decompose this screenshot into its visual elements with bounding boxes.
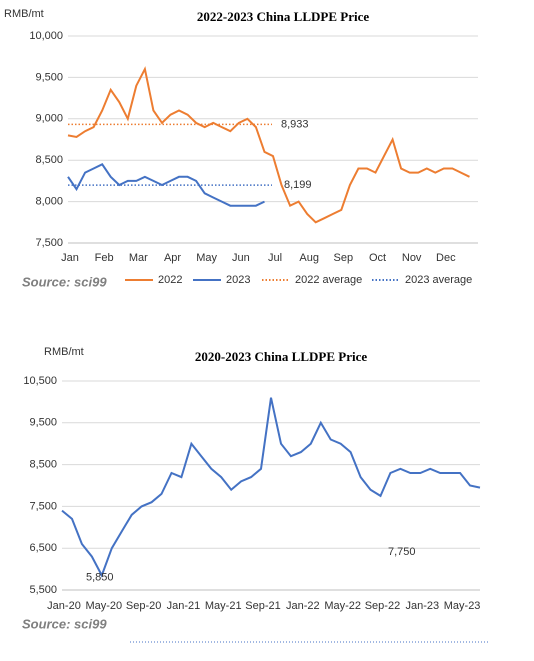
x-tick-label: Jan-22 bbox=[286, 600, 320, 612]
y-tick-label: 10,000 bbox=[29, 30, 63, 42]
x-tick-label: Aug bbox=[299, 252, 319, 264]
y-axis-unit: RMB/mt bbox=[44, 346, 84, 358]
x-tick-label: Feb bbox=[95, 252, 114, 264]
y-tick-label: 9,500 bbox=[35, 71, 63, 83]
y-tick-label: 9,500 bbox=[29, 417, 57, 429]
x-tick-label: Dec bbox=[436, 252, 456, 264]
x-tick-label: Sep bbox=[334, 252, 354, 264]
chart-title: 2022-2023 China LLDPE Price bbox=[197, 9, 369, 24]
average-label: 8,199 bbox=[284, 179, 312, 191]
x-tick-label: Nov bbox=[402, 252, 422, 264]
y-tick-label: 6,500 bbox=[29, 542, 57, 554]
source: Source: sci99 bbox=[22, 274, 107, 289]
y-tick-label: 5,500 bbox=[29, 584, 57, 596]
legend-label: 2023 bbox=[226, 274, 250, 286]
chart-title: 2020-2023 China LLDPE Price bbox=[195, 349, 367, 364]
y-tick-label: 9,000 bbox=[35, 113, 63, 125]
x-tick-label: May-22 bbox=[324, 600, 361, 612]
source: Source: sci99 bbox=[22, 616, 107, 631]
x-tick-label: Mar bbox=[129, 252, 148, 264]
x-tick-label: Jan-23 bbox=[405, 600, 439, 612]
y-tick-label: 8,500 bbox=[35, 154, 63, 166]
x-tick-label: Sep-21 bbox=[245, 600, 280, 612]
x-tick-label: Sep-20 bbox=[126, 600, 161, 612]
x-tick-label: Jan-21 bbox=[167, 600, 201, 612]
annotation: 5,850 bbox=[86, 571, 114, 583]
x-tick-label: Jan-20 bbox=[47, 600, 81, 612]
annotation: 7,750 bbox=[388, 546, 416, 558]
legend-label: 2022 bbox=[158, 274, 182, 286]
y-tick-label: 7,500 bbox=[29, 500, 57, 512]
average-label: 8,933 bbox=[281, 118, 309, 130]
x-tick-label: Apr bbox=[164, 252, 181, 264]
x-tick-label: Jul bbox=[268, 252, 282, 264]
x-tick-label: Sep-22 bbox=[365, 600, 400, 612]
y-tick-label: 10,500 bbox=[23, 375, 57, 387]
x-tick-label: May bbox=[196, 252, 217, 264]
x-tick-label: May-20 bbox=[85, 600, 122, 612]
legend-label: 2022 average bbox=[295, 274, 362, 286]
x-tick-label: Jun bbox=[232, 252, 250, 264]
series-line bbox=[61, 397, 481, 578]
x-tick-label: May-21 bbox=[205, 600, 242, 612]
y-axis-unit: RMB/mt bbox=[4, 8, 44, 20]
legend-label: 2023 average bbox=[405, 274, 472, 286]
x-tick-label: May-23 bbox=[444, 600, 481, 612]
y-tick-label: 8,000 bbox=[35, 196, 63, 208]
y-tick-label: 8,500 bbox=[29, 459, 57, 471]
series-line bbox=[67, 66, 470, 224]
series-line bbox=[67, 163, 265, 207]
x-tick-label: Oct bbox=[369, 252, 386, 264]
x-tick-label: Jan bbox=[61, 252, 79, 264]
y-tick-label: 7,500 bbox=[35, 237, 63, 249]
